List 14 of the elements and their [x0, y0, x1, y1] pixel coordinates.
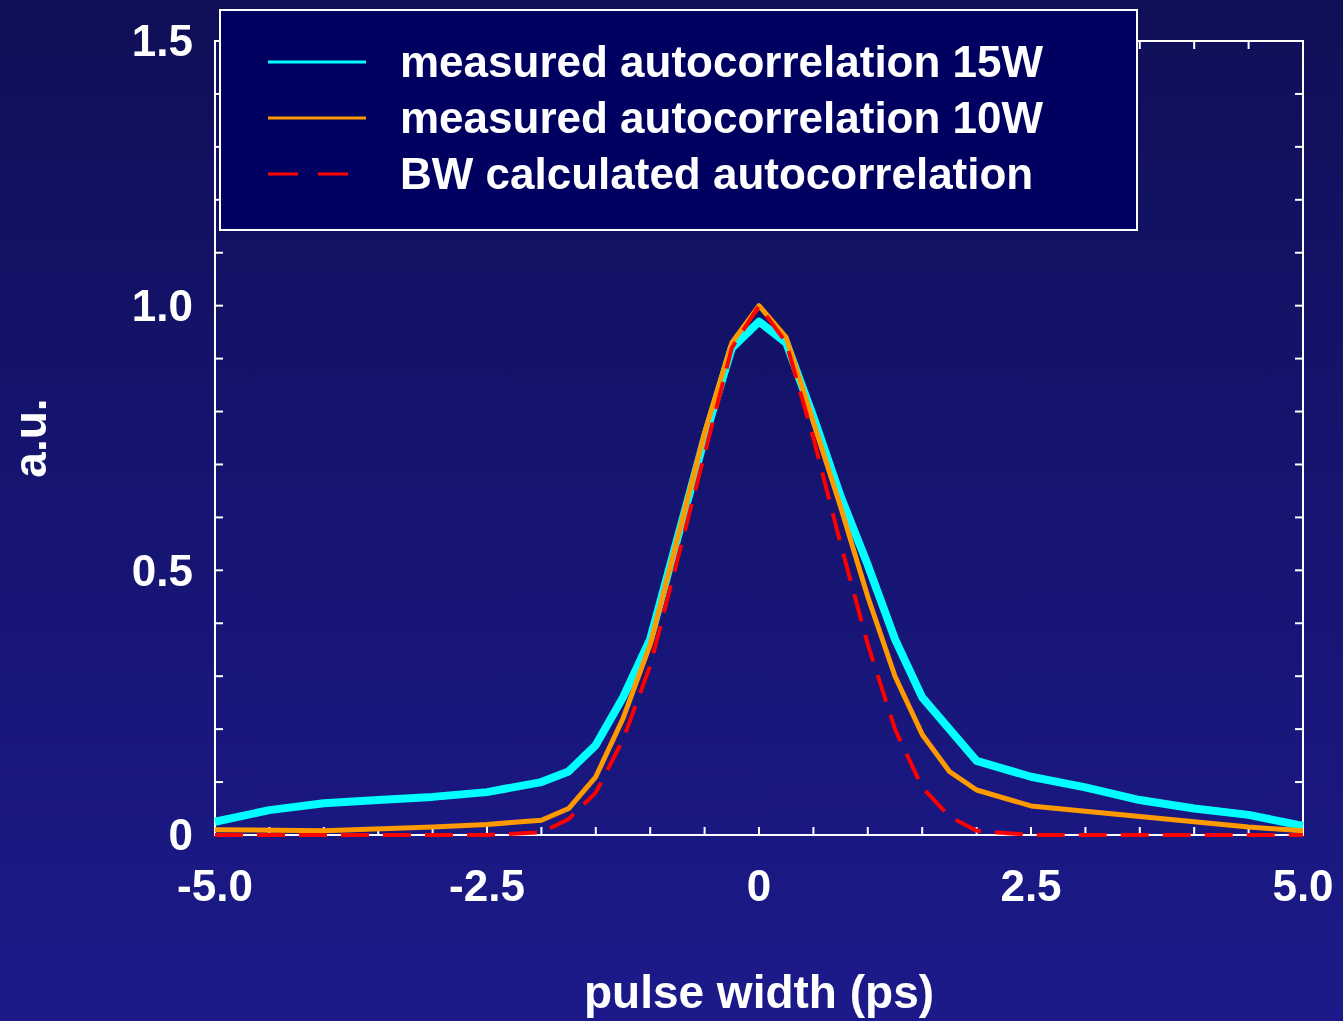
y-tick-label: 1.0 — [131, 281, 193, 331]
y-tick-label: 0 — [168, 810, 193, 860]
x-tick-label: -2.5 — [449, 861, 525, 910]
y-tick-label: 1.5 — [131, 16, 193, 66]
x-tick-label: 5.0 — [1272, 861, 1334, 910]
x-tick-label: 0 — [746, 861, 772, 910]
x-tick-label: 2.5 — [1000, 861, 1062, 910]
legend-label: measured autocorrelation 15W — [400, 37, 1044, 87]
y-tick-label: 0.5 — [131, 545, 193, 595]
x-axis-title: pulse width (ps) — [583, 966, 935, 1018]
y-axis-title: a.u. — [4, 398, 56, 478]
legend-label: measured autocorrelation 10W — [400, 93, 1044, 143]
x-tick-label: -5.0 — [177, 861, 253, 910]
legend-label: BW calculated autocorrelation — [400, 149, 1034, 199]
